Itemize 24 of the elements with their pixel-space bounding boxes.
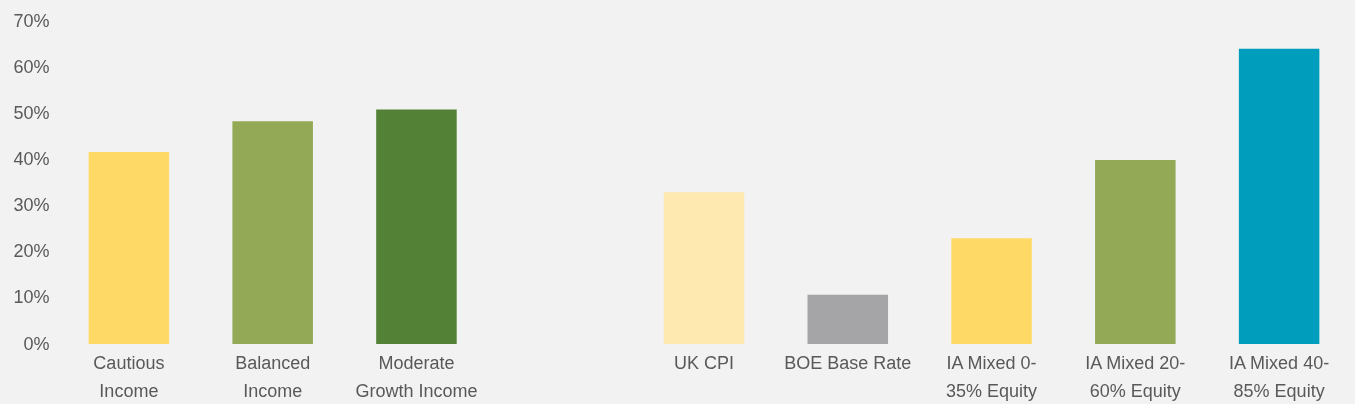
y-tick-label: 10% xyxy=(13,287,50,308)
bar xyxy=(232,121,313,344)
bar xyxy=(807,294,889,344)
bar xyxy=(88,152,170,344)
x-tick-label: UK CPI xyxy=(673,352,735,373)
y-tick-label: 0% xyxy=(23,333,50,354)
bar xyxy=(376,109,457,344)
y-tick-label: 70% xyxy=(13,10,50,31)
y-tick-label: 40% xyxy=(13,148,50,169)
bar xyxy=(951,238,1032,344)
y-tick-label: 30% xyxy=(13,195,50,216)
x-tick-label: Cautious Income xyxy=(93,352,165,401)
bar xyxy=(1095,159,1176,344)
x-tick-label: Balanced Income xyxy=(235,352,311,401)
y-tick-label: 20% xyxy=(13,241,50,262)
y-tick-label: 60% xyxy=(13,56,50,77)
x-tick-label: BOE Base Rate xyxy=(784,352,912,373)
bar xyxy=(663,192,745,344)
y-tick-label: 50% xyxy=(13,102,50,123)
x-tick-label: Moderate Growth Income xyxy=(355,352,478,401)
x-tick-label: IA Mixed 40-85% Equity xyxy=(1229,352,1330,401)
x-tick-label: IA Mixed 20-60% Equity xyxy=(1085,352,1186,401)
x-tick-label: IA Mixed 0-35% Equity xyxy=(946,352,1038,401)
bar xyxy=(1238,48,1320,344)
